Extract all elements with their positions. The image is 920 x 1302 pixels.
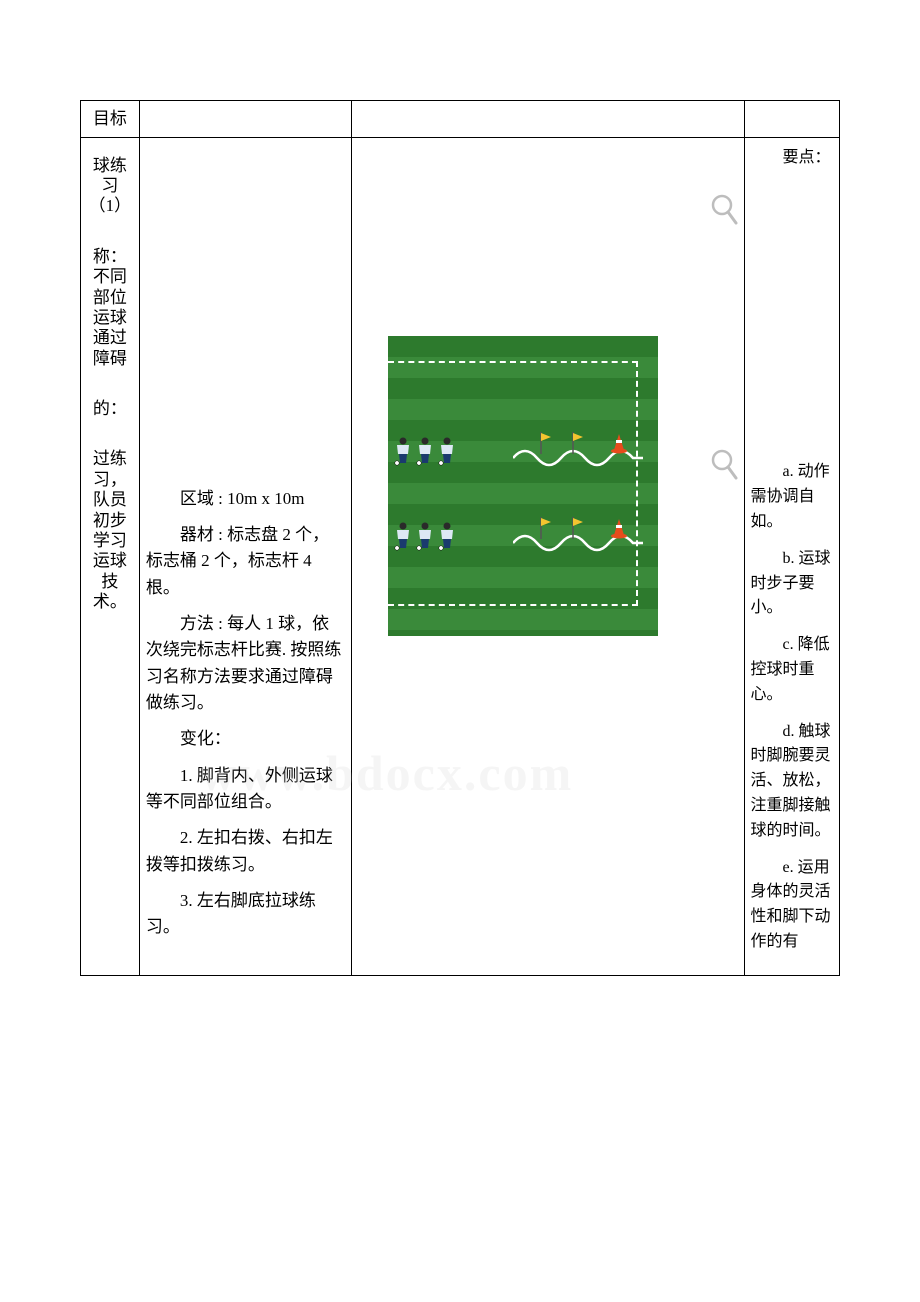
keypoint-d: d. 触球时脚腕要灵活、放松，注重脚接触球的时间。 [751,720,834,844]
player-icon [437,521,457,551]
flag-icon [570,432,584,454]
cell-keypoints: 要点： a. 动作需协调自如。 b. 运球时步子要小。 c. 降低控球时重心。 … [744,137,840,975]
keypoints-header: 要点： [751,146,834,171]
label-part3: 的： [87,399,133,419]
table-row: 球练习（1） 称：不同部位运球通过障碍 的： 过练习，队员初步学习运球技术。 区… [81,137,840,975]
cell-goal-label: 目标 [81,101,140,138]
lesson-table: 目标 球练习（1） 称：不同部位运球通过障碍 的： 过练习，队员初步学习运球技术… [80,100,840,976]
player-icon [393,521,413,551]
label-part2: 称：不同部位运球通过障碍 [87,247,133,369]
flag-icon [538,432,552,454]
cell-goal-notes [744,101,840,138]
cell-goal-content [139,101,351,138]
player-icon [393,436,413,466]
cell-method: 区域 : 10m x 10m 器材 : 标志盘 2 个，标志桶 2 个，标志杆 … [139,137,351,975]
magnifier-icon [710,193,738,228]
variation-2: 2. 左扣右拨、右扣左拨等扣拨练习。 [146,825,345,878]
keypoint-a: a. 动作需协调自如。 [751,460,834,534]
magnifier-icon [710,448,738,483]
cell-diagram [352,137,744,975]
keypoint-b: b. 运球时步子要小。 [751,547,834,621]
variation-3: 3. 左右脚底拉球练习。 [146,888,345,941]
flag-icon [538,517,552,539]
cone-icon [610,517,628,539]
cell-goal-diagram [352,101,744,138]
field-boundary [388,361,638,606]
flag-icon [570,517,584,539]
soccer-field [388,336,658,636]
equipment-text: 器材 : 标志盘 2 个，标志桶 2 个，标志杆 4 根。 [146,522,345,601]
drill-row [393,436,653,476]
method-text: 方法 : 每人 1 球，依次绕完标志杆比赛. 按照练习名称方法要求通过障碍做练习… [146,611,345,716]
player-icon [437,436,457,466]
label-part1: 球练习（1） [87,156,133,217]
cell-exercise-label: 球练习（1） 称：不同部位运球通过障碍 的： 过练习，队员初步学习运球技术。 [81,137,140,975]
cone-icon [610,432,628,454]
obstacles [538,432,628,454]
keypoint-e: e. 运用身体的灵活性和脚下动作的有 [751,856,834,955]
player-icon [415,436,435,466]
goal-label: 目标 [93,109,127,128]
area-text: 区域 : 10m x 10m [146,486,345,512]
variation-header: 变化： [146,726,345,752]
player-icon [415,521,435,551]
keypoint-c: c. 降低控球时重心。 [751,633,834,707]
drill-row [393,521,653,561]
table-row: 目标 [81,101,840,138]
label-part4: 过练习，队员初步学习运球技术。 [87,449,133,612]
obstacles [538,517,628,539]
variation-1: 1. 脚背内、外侧运球等不同部位组合。 [146,763,345,816]
